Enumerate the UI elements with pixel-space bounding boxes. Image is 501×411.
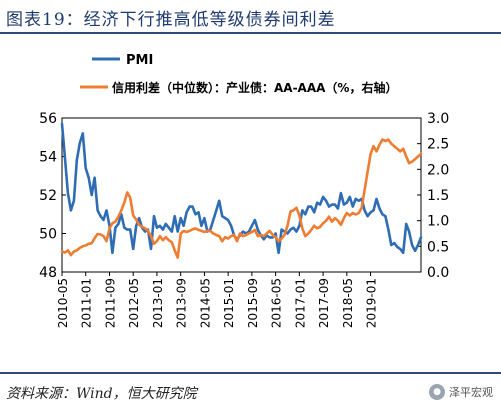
watermark-label: 泽平宏观 [449, 386, 493, 399]
x-axis-tick-label: 2016-05 [270, 278, 284, 328]
x-axis-tick-label: 2015-01 [222, 278, 236, 328]
x-axis-tick-label: 2017-09 [317, 278, 331, 328]
right-axis-tick-label: 1.5 [427, 188, 449, 204]
x-axis-tick-label: 2014-05 [198, 278, 212, 328]
footer: 资料来源：Wind，恒大研究院 ● 泽平宏观 [0, 372, 501, 411]
title-bar: 图表19：经济下行推高低等级债券间利差 [0, 0, 501, 34]
x-axis-tick-label: 2011-01 [80, 278, 94, 328]
watermark: ● 泽平宏观 [429, 384, 493, 400]
axes: 48 50 52 54 56 0.0 0.5 1.0 1.5 2.0 2.5 3.0 2010-05 20… [39, 111, 449, 328]
x-axis-tick-label: 2013-09 [175, 278, 189, 328]
right-axis-tick-label: 2.0 [427, 162, 449, 178]
right-axis-tick-label: 1.0 [427, 214, 449, 230]
series [60, 122, 423, 259]
plot-frame [61, 117, 422, 273]
x-axis-tick-label: 2017-01 [293, 278, 307, 328]
x-axis-tick-label: 2012-05 [127, 278, 141, 328]
right-axis-tick-label: 3.0 [427, 111, 449, 127]
left-axis-tick-label: 48 [39, 265, 57, 281]
source-note: 资料来源：Wind，恒大研究院 [6, 386, 197, 402]
x-axis-tick-label: 2011-09 [103, 278, 117, 328]
x-axis-tick-label: 2019-01 [365, 278, 379, 328]
legend-label-spread: 信用利差（中位数）：产业债：AA-AAA（%，右轴） [112, 80, 397, 95]
x-axis-tick-label: 2010-05 [56, 278, 70, 328]
wechat-icon: ● [429, 384, 445, 400]
right-axis-tick-label: 0.0 [427, 265, 449, 281]
x-axis-tick-label: 2013-01 [151, 278, 165, 328]
left-axis-tick-label: 52 [39, 188, 57, 204]
left-axis-tick-label: 50 [39, 227, 57, 243]
left-axis-tick-label: 56 [39, 111, 57, 127]
left-axis-tick-label: 54 [39, 150, 57, 166]
legend: PMI 信用利差（中位数）：产业债：AA-AAA（%，右轴） [80, 53, 397, 95]
series-line-credit-spread [60, 138, 423, 259]
x-axis-tick-label: 2018-05 [341, 278, 355, 328]
chart-title: 图表19：经济下行推高低等级债券间利差 [6, 10, 336, 30]
right-axis-tick-label: 0.5 [427, 239, 449, 255]
legend-label-pmi: PMI [126, 53, 153, 68]
right-axis-tick-label: 2.5 [427, 137, 449, 153]
chart: 48 50 52 54 56 0.0 0.5 1.0 1.5 2.0 2.5 3.0 2010-05 20… [39, 53, 449, 328]
x-axis-tick-label: 2015-09 [246, 278, 260, 328]
